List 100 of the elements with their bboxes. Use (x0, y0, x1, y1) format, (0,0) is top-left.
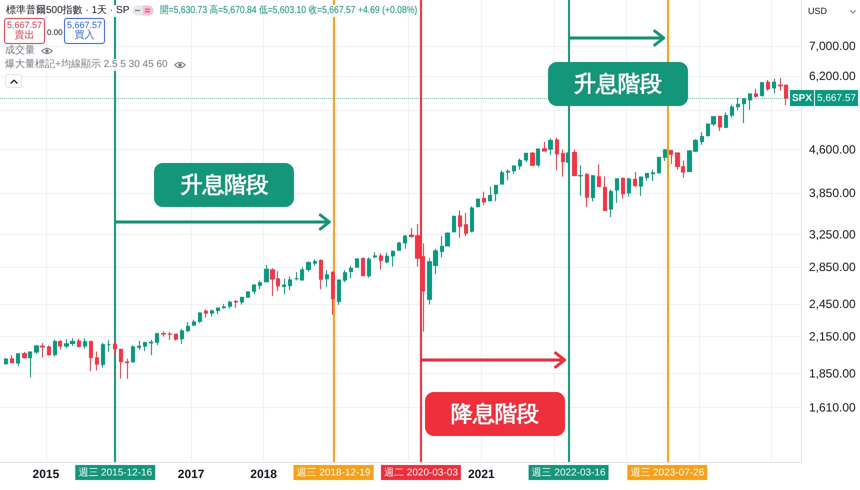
candlestick (379, 252, 383, 270)
candlestick (633, 171, 637, 188)
candlestick (264, 264, 269, 282)
candlestick (742, 98, 746, 124)
candlestick (700, 132, 704, 146)
candlestick (452, 214, 456, 233)
candlestick (4, 358, 8, 366)
y-tick-label: 3,250.00 (809, 228, 856, 242)
candlestick (131, 344, 135, 363)
candlestick (645, 172, 649, 182)
ref-line-label: SPX 5,667.57 (791, 92, 857, 106)
candlestick (385, 252, 389, 264)
y-tick-label: 2,450.00 (809, 297, 856, 312)
y-tick-label: 6,200.00 (809, 68, 856, 83)
x-tick-label: 2018 (250, 467, 278, 481)
candlestick (355, 258, 359, 268)
candlestick (95, 351, 99, 371)
candlestick (470, 206, 474, 233)
candlestick (361, 258, 365, 276)
candlestick (530, 152, 535, 166)
candlestick (282, 278, 286, 295)
candlestick (16, 353, 20, 367)
candlestick (518, 158, 522, 170)
candlestick (119, 348, 123, 379)
candlestick (113, 341, 117, 356)
candlestick (772, 78, 776, 94)
candlestick (155, 332, 159, 346)
candlestick (288, 276, 292, 291)
candlestick (313, 258, 317, 266)
candlestick (228, 300, 232, 309)
candlestick (561, 148, 565, 178)
candlestick (578, 164, 583, 196)
candlestick (663, 148, 667, 162)
candlestick (89, 340, 93, 372)
candlestick (222, 303, 226, 310)
candlestick (494, 184, 498, 202)
candlestick (149, 339, 153, 356)
candlestick (718, 116, 722, 132)
candlestick (40, 342, 45, 358)
candlestick (58, 340, 62, 350)
candlestick (506, 168, 510, 181)
candlestick (47, 344, 51, 356)
annotation: 升息階段 (548, 62, 688, 106)
candlestick (536, 148, 540, 168)
candlestick (306, 260, 311, 272)
candlestick (609, 189, 613, 218)
candlestick (542, 141, 547, 152)
candlestick (373, 252, 377, 259)
candlestick (331, 270, 335, 316)
candlestick (572, 149, 577, 177)
candlestick (482, 191, 486, 206)
candlestick (500, 170, 504, 185)
candlestick (730, 104, 734, 118)
candlestick (397, 242, 401, 251)
annotation: 0.00 (47, 27, 63, 39)
candlestick (597, 164, 601, 187)
candlestick (391, 250, 395, 268)
candlestick (258, 280, 262, 290)
candlestick (591, 174, 595, 202)
chart-title: 標準普爾500指數 · 1天 · SP (6, 5, 130, 17)
candlestick (403, 234, 407, 250)
ref-line-label: 週三 2015-12-16 (78, 468, 153, 478)
candlestick (627, 177, 631, 198)
candlestick (22, 351, 27, 359)
annotation: 降息階段 (424, 392, 565, 436)
y-tick-label: 4,600.00 (809, 142, 856, 156)
candlestick (555, 137, 559, 171)
candlestick (246, 290, 250, 298)
candlestick (28, 351, 32, 378)
candlestick (252, 284, 256, 294)
y-tick-label: 1,610.00 (809, 400, 856, 414)
ref-line-label: 週二 2020-03-03 (384, 468, 458, 478)
candlestick (488, 186, 492, 202)
candlestick (669, 150, 673, 164)
candlestick (53, 339, 57, 357)
x-tick-label: 2017 (178, 467, 205, 481)
candlestick (325, 270, 329, 288)
candlestick (125, 358, 129, 380)
candlestick (724, 112, 728, 129)
candlestick (748, 93, 752, 110)
candlestick (234, 300, 238, 308)
candlestick (343, 270, 347, 283)
candlestick (657, 156, 661, 174)
candlestick (464, 212, 468, 236)
candlestick (161, 330, 166, 338)
candlestick (651, 169, 655, 182)
annotation: 爆大量標記+均線顯示 2.5 5 30 45 60 (5, 59, 168, 71)
candlestick (107, 340, 111, 352)
candlestick (180, 328, 184, 345)
annotation: 5,667.57 買入 (67, 20, 102, 42)
candlestick (585, 172, 589, 208)
candlestick (168, 332, 172, 340)
candlestick (337, 279, 341, 306)
candlestick (621, 177, 625, 200)
candlestick (216, 306, 220, 315)
y-tick-label: 3,850.00 (809, 186, 856, 200)
candlestick (512, 165, 516, 174)
candlestick (349, 266, 353, 279)
annotation: 5,667.57 賣出 (7, 20, 42, 42)
ref-line-label: 週三 2023-07-26 (630, 468, 705, 478)
